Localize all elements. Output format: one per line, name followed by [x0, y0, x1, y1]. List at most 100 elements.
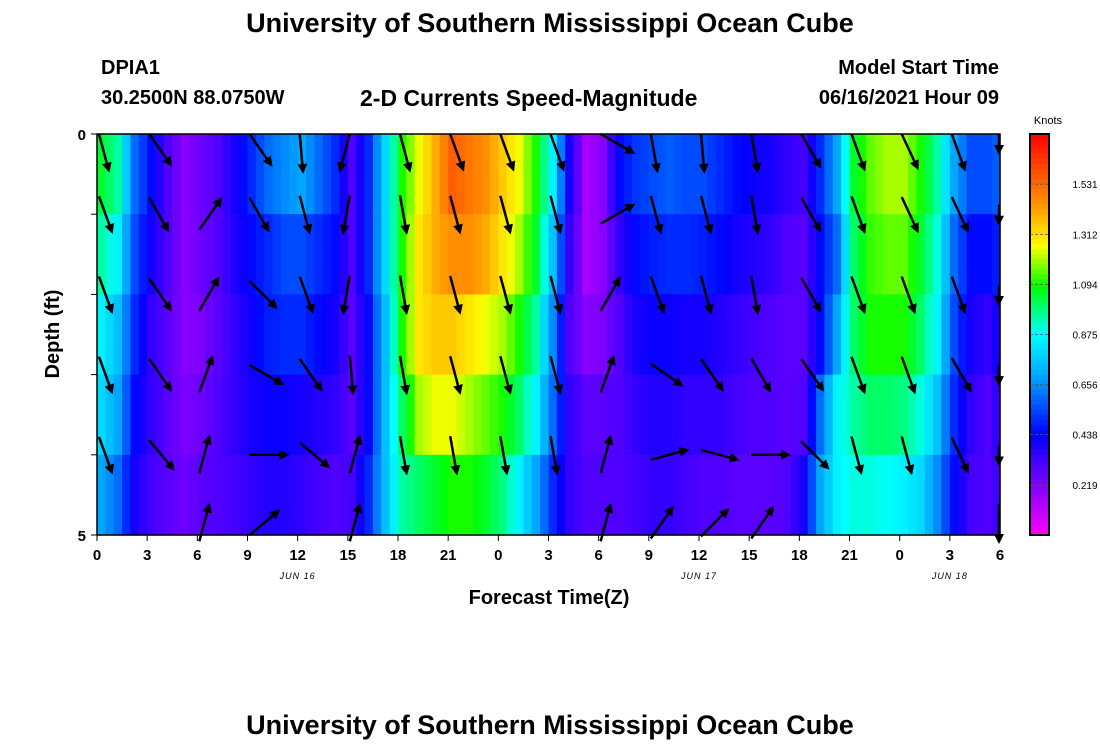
heat-cell — [113, 294, 123, 376]
current-vector — [850, 133, 867, 172]
heat-cell — [306, 454, 315, 536]
heat-cell — [531, 134, 541, 215]
heat-cell — [949, 214, 959, 295]
heat-cell — [632, 454, 642, 536]
heat-cell — [615, 214, 625, 295]
heat-cell — [673, 134, 683, 215]
colorbar-swatch — [1030, 439, 1049, 446]
colorbar-swatch — [1030, 454, 1049, 461]
heat-cell — [197, 214, 207, 295]
heat-cell — [899, 214, 909, 295]
current-vector — [599, 434, 614, 474]
current-vector — [248, 133, 273, 167]
heat-cell — [807, 454, 817, 536]
current-vector — [339, 195, 352, 235]
heat-cell — [790, 134, 800, 215]
heat-cell — [765, 374, 775, 456]
heat-cell — [481, 454, 491, 536]
heat-cell — [540, 134, 550, 215]
heat-cell — [464, 374, 474, 456]
current-vector — [900, 356, 917, 395]
heat-cell — [264, 214, 274, 295]
heat-cell — [924, 374, 934, 456]
heat-cell — [489, 134, 499, 215]
heat-cell — [456, 374, 466, 456]
heat-cell — [297, 294, 307, 376]
heat-cell — [122, 374, 132, 456]
heat-cell — [130, 214, 140, 295]
heat-cell — [699, 214, 708, 295]
colorbar-swatch — [1030, 524, 1049, 531]
heat-cell — [306, 294, 315, 376]
heat-cell — [623, 374, 633, 456]
heat-cell — [765, 454, 775, 536]
heat-cell — [230, 134, 240, 215]
heat-cell — [147, 214, 157, 295]
current-vector — [599, 276, 621, 312]
current-vector — [749, 195, 762, 235]
colorbar-tick-label: 0.656 — [1072, 381, 1097, 392]
heat-cell — [255, 214, 265, 295]
heat-cell — [188, 374, 198, 456]
colorbar-swatch — [1030, 479, 1049, 486]
heat-cell — [255, 374, 265, 456]
heat-cell — [740, 214, 750, 295]
colorbar-swatch — [1030, 284, 1049, 290]
heat-cell — [799, 454, 809, 536]
heat-cell — [699, 134, 708, 215]
heat-cell — [280, 454, 290, 536]
heat-cell — [699, 454, 708, 536]
heat-cell — [289, 374, 299, 456]
current-vector — [749, 133, 762, 174]
heat-cell — [657, 214, 667, 295]
heat-cell — [481, 214, 491, 295]
heat-cell — [841, 454, 851, 536]
heat-cell — [983, 454, 993, 536]
heat-cell — [648, 214, 658, 295]
heat-cell — [832, 454, 842, 536]
x-axis: 0 3 6 9 12 15 18 21 0 3 6 9 12 15 18 21 0 3 6 JUN 16 JUN 17 J… — [93, 535, 1004, 581]
heat-cell — [573, 214, 583, 295]
current-vector — [348, 434, 363, 474]
colorbar-swatch — [1030, 239, 1049, 245]
current-vector — [699, 195, 714, 235]
y-axis-label: Depth (ft) — [42, 290, 64, 379]
heat-cell — [314, 294, 324, 376]
heat-cell — [130, 294, 140, 376]
heat-cell — [105, 134, 115, 215]
colorbar-swatch — [1030, 134, 1049, 140]
current-vector — [248, 364, 285, 386]
heat-cell — [857, 294, 867, 376]
heat-cell — [841, 294, 851, 376]
heat-cell — [205, 214, 215, 295]
colorbar-tick-label: 0.438 — [1072, 431, 1097, 442]
heat-cell — [113, 214, 123, 295]
heat-cell — [682, 294, 692, 376]
heat-cell — [774, 294, 784, 376]
heat-cell — [306, 374, 315, 456]
heat-cell — [707, 134, 717, 215]
colorbar-swatch — [1030, 224, 1049, 230]
heat-cell — [122, 134, 132, 215]
heat-cell — [581, 454, 591, 536]
heat-cell — [715, 294, 725, 376]
heat-cell — [180, 294, 190, 376]
x-tick-label: 0 — [895, 547, 903, 564]
current-vector — [850, 276, 867, 315]
heat-cell — [632, 214, 642, 295]
heat-cell — [866, 294, 876, 376]
heat-cell — [682, 454, 692, 536]
heat-cell — [97, 214, 106, 295]
current-vector — [248, 197, 270, 233]
heat-cell — [933, 374, 943, 456]
current-vector — [698, 133, 709, 174]
colorbar-swatch — [1030, 259, 1049, 265]
heat-cell — [924, 294, 934, 376]
colorbar-swatch — [1030, 159, 1049, 165]
heat-cell — [983, 294, 993, 376]
station-id: DPIA1 — [101, 57, 160, 79]
colorbar-swatch — [1030, 354, 1049, 361]
heat-cell — [431, 214, 441, 295]
heat-cell — [874, 374, 884, 456]
heat-cell — [456, 214, 466, 295]
